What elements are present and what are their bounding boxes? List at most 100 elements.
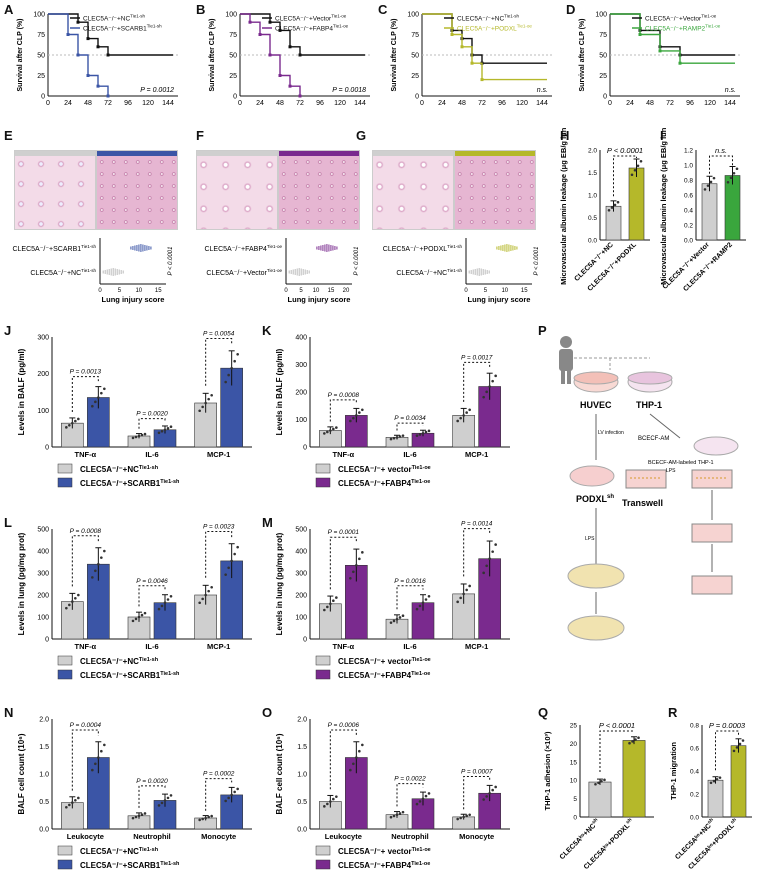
y-tick-label: 1.5 xyxy=(297,744,307,751)
y-tick-label: 0.0 xyxy=(39,827,49,834)
data-point xyxy=(329,800,332,803)
y-tick-label: 2.0 xyxy=(588,148,597,155)
y-tick-label: 75 xyxy=(37,32,45,39)
data-point xyxy=(398,616,402,619)
x-tick-label: 15 xyxy=(328,288,335,294)
y-tick-label: 75 xyxy=(229,32,237,39)
x-tick-label: 0 xyxy=(284,288,288,294)
data-point xyxy=(613,203,617,207)
cytokine-chart-l: Levels in lung (pg/mg prot) 0 100 200 300 400… xyxy=(17,523,252,680)
y-tick-label: 200 xyxy=(37,371,49,378)
panel-label-k: K xyxy=(262,323,272,338)
data-point xyxy=(157,431,161,435)
data-point xyxy=(134,617,138,621)
y-tick-label: 1.5 xyxy=(588,170,597,177)
data-point xyxy=(323,432,326,435)
legend-text: CLEC5A⁻/⁻+VectorTie1-oe xyxy=(275,14,347,23)
data-point xyxy=(494,543,497,546)
x-category-label: MCP-1 xyxy=(465,450,488,459)
y-axis-label: Levels in lung (pg/mg prot) xyxy=(275,532,284,635)
data-point xyxy=(639,159,643,163)
censor-mark xyxy=(288,45,292,49)
y-tick-label: 0.5 xyxy=(588,215,597,222)
data-point xyxy=(201,597,204,601)
x-tick-label: 120 xyxy=(142,100,154,107)
data-point xyxy=(204,401,207,405)
x-tick-label: 5 xyxy=(484,288,488,294)
data-point xyxy=(603,778,606,782)
x-category-label: CLEC5Aᵏᵒ+NCsh xyxy=(673,817,717,861)
significance-bracket xyxy=(329,399,357,422)
y-tick-label: 400 xyxy=(37,549,49,556)
legend-swatch xyxy=(315,845,331,856)
legend-swatch xyxy=(57,463,73,474)
y-tick-label: 0.2 xyxy=(690,792,699,799)
y-tick-label: 0.5 xyxy=(297,799,307,806)
data-point xyxy=(456,600,459,604)
p-value: P = 0.0020 xyxy=(136,411,168,418)
data-point xyxy=(715,778,719,781)
censor-mark xyxy=(268,20,272,24)
data-point xyxy=(418,604,422,608)
legend-swatch xyxy=(57,477,73,488)
data-point xyxy=(94,400,97,404)
bar xyxy=(628,167,645,241)
data-point xyxy=(204,593,207,597)
y-tick-label: 25 xyxy=(411,73,419,80)
p-value: P < 0.0001 xyxy=(168,247,174,276)
data-point xyxy=(140,813,144,816)
significance-bracket xyxy=(709,155,733,174)
significance-bracket xyxy=(396,422,424,431)
y-tick-label: 0.6 xyxy=(684,193,693,200)
significance-bracket xyxy=(599,730,635,773)
data-point xyxy=(465,588,468,592)
data-point xyxy=(143,611,147,615)
huvec-label: HUVEC xyxy=(580,400,612,410)
p-value: P = 0.0001 xyxy=(328,529,360,536)
y-tick-label: 10 xyxy=(570,778,578,785)
data-point xyxy=(456,419,459,423)
y-tick-label: 0 xyxy=(603,94,607,101)
panel-label-n: N xyxy=(4,705,14,720)
y-tick-label: 100 xyxy=(37,615,49,622)
legend-swatch xyxy=(57,669,73,680)
data-point xyxy=(97,756,100,759)
y-tick-label: 5 xyxy=(573,796,577,803)
data-point xyxy=(230,559,233,563)
p-value: P = 0.0034 xyxy=(394,415,426,422)
data-point xyxy=(230,793,233,797)
y-tick-label: 0.4 xyxy=(690,769,699,776)
censor-mark xyxy=(248,20,252,24)
data-point xyxy=(628,741,631,745)
panel-label-j: J xyxy=(4,323,12,338)
y-axis-label: Microvascular albumin leakage (μg EB/g l… xyxy=(659,128,668,285)
data-point xyxy=(103,549,106,553)
y-tick-label: 50 xyxy=(411,53,419,60)
p-value: P = 0.0017 xyxy=(461,354,493,361)
data-point xyxy=(389,621,393,624)
x-tick-label: 120 xyxy=(704,100,716,107)
data-point xyxy=(616,200,620,204)
data-point xyxy=(131,619,135,623)
x-category-label: Neutrophil xyxy=(391,832,429,841)
x-tick-label: 0 xyxy=(238,100,242,107)
censor-mark xyxy=(76,20,80,24)
panel-label-i: I xyxy=(660,128,664,143)
panel-label-m: M xyxy=(262,515,273,530)
data-point xyxy=(131,816,135,820)
data-point xyxy=(68,423,71,427)
panel-label-h: H xyxy=(560,128,570,143)
censor-mark xyxy=(480,78,484,82)
data-point xyxy=(77,796,80,800)
data-point xyxy=(462,592,465,596)
bar xyxy=(588,781,612,818)
p-value: P = 0.0020 xyxy=(136,778,168,785)
panel-label-a: A xyxy=(4,2,14,17)
legend-text: CLEC5A⁻/⁻+NCTie1-sh xyxy=(80,465,159,474)
significance-bracket xyxy=(463,776,491,810)
data-point xyxy=(485,795,488,798)
y-tick-label: 500 xyxy=(295,527,307,534)
x-tick-label: 144 xyxy=(354,100,366,107)
x-tick-label: 72 xyxy=(478,100,486,107)
data-point xyxy=(71,421,74,425)
